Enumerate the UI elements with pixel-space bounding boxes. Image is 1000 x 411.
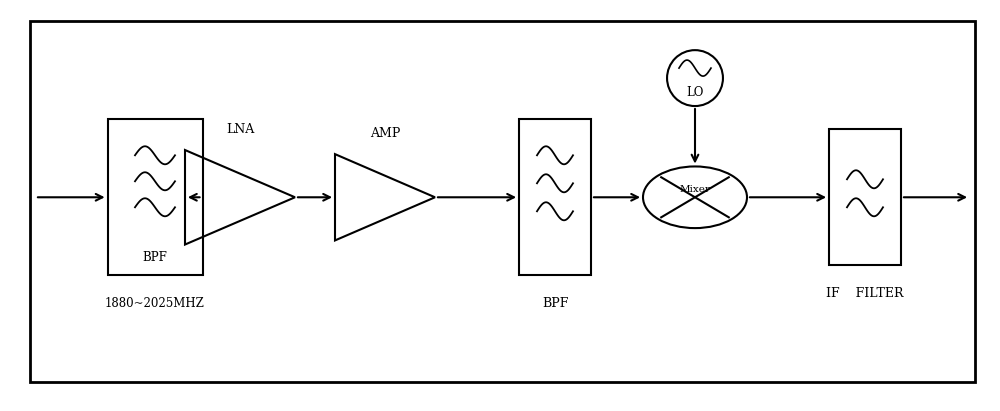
Text: BPF: BPF <box>143 251 167 264</box>
Text: BPF: BPF <box>542 298 568 310</box>
Bar <box>30 21 975 382</box>
Text: Mixer: Mixer <box>680 185 710 194</box>
Text: 1880~2025MHZ: 1880~2025MHZ <box>105 298 205 310</box>
Text: LNA: LNA <box>226 123 254 136</box>
Bar <box>519 119 591 275</box>
Text: LO: LO <box>686 85 704 99</box>
Bar <box>108 119 202 275</box>
Text: IF    FILTER: IF FILTER <box>826 287 904 300</box>
Text: AMP: AMP <box>370 127 400 140</box>
Bar <box>829 129 901 265</box>
